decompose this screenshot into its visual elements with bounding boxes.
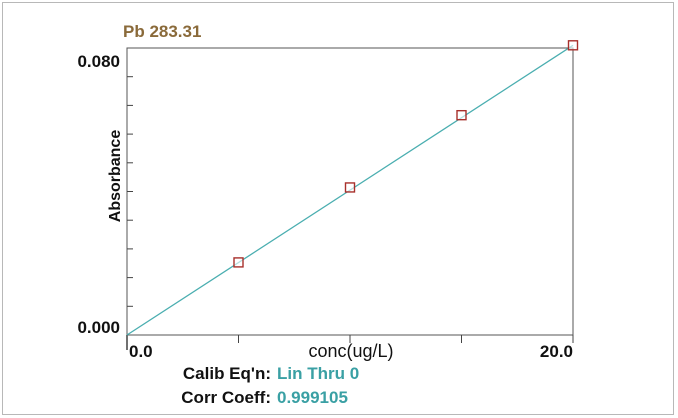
x-axis-label: conc(ug/L) [308,341,393,361]
x-axis-ticks [238,335,574,343]
y-axis-ticks [127,76,133,307]
data-point [233,257,244,268]
y-tick-label-zero: 0.000 [77,318,120,337]
y-axis-label: Absorbance [107,130,124,223]
chart-title: Pb 283.31 [123,22,201,41]
calib-eqn-label: Calib Eq'n: [183,364,271,383]
chart-frame [2,2,674,415]
corr-coeff-label: Corr Coeff: [181,388,271,407]
data-point [567,40,579,51]
x-tick-label-min: 0.0 [129,342,153,361]
y-tick-label-max: 0.080 [77,52,120,71]
data-point [456,109,467,121]
data-points [233,40,579,268]
x-tick-label-max: 20.0 [540,342,573,361]
corr-coeff-value: 0.999105 [277,388,348,407]
calib-eqn-value: Lin Thru 0 [277,364,359,383]
data-point [344,182,356,193]
